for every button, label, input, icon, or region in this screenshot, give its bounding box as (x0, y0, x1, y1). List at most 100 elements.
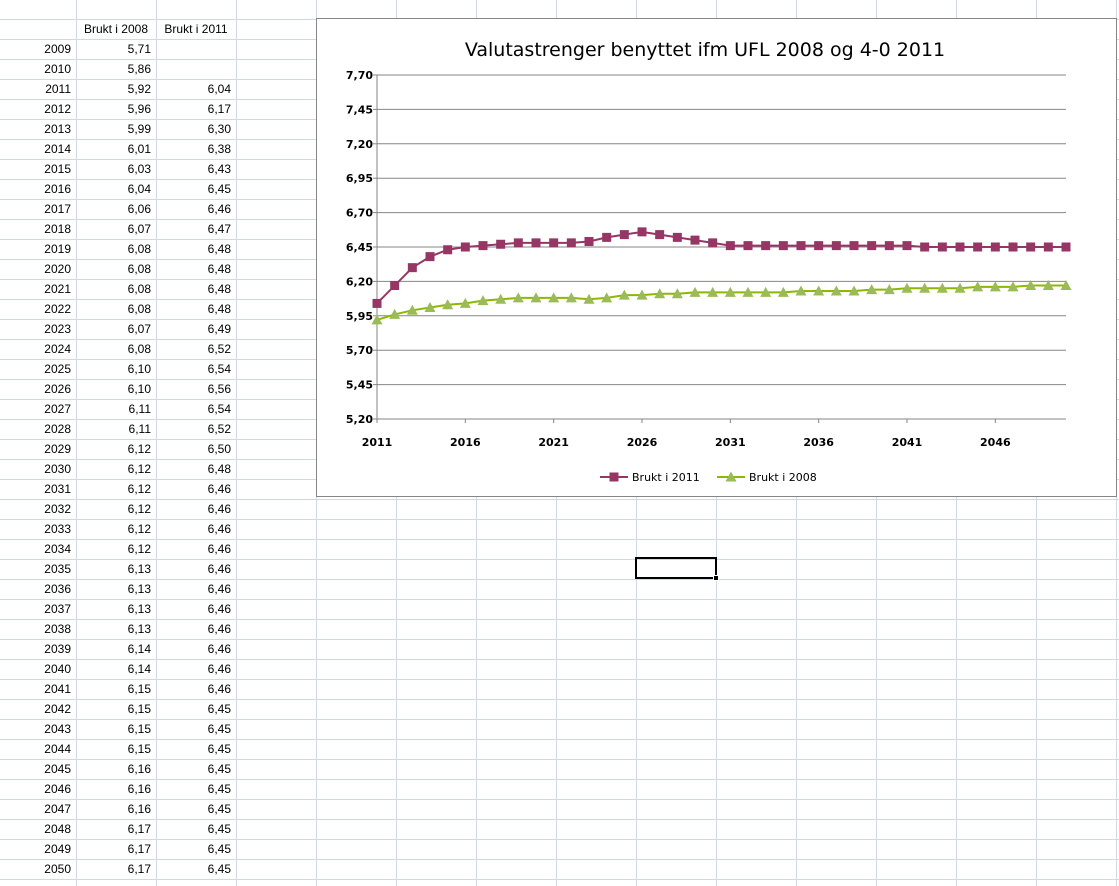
year-cell[interactable]: 2015 (44, 162, 71, 176)
year-cell[interactable]: 2030 (44, 462, 71, 476)
value-cell[interactable]: 6,13 (127, 562, 151, 576)
value-cell[interactable]: 6,38 (207, 142, 231, 156)
value-cell[interactable]: 6,03 (127, 162, 151, 176)
header-cell[interactable]: Brukt i 2011 (164, 22, 228, 36)
value-cell[interactable]: 6,43 (207, 162, 231, 176)
value-cell[interactable]: 6,12 (127, 462, 151, 476)
value-cell[interactable]: 6,45 (207, 802, 231, 816)
value-cell[interactable]: 6,46 (207, 482, 231, 496)
header-cell[interactable]: Brukt i 2008 (83, 22, 149, 36)
value-cell[interactable]: 6,45 (207, 702, 231, 716)
value-cell[interactable]: 6,50 (207, 442, 231, 456)
chart-object[interactable]: Valutastrenger benyttet ifm UFL 2008 og … (316, 18, 1117, 497)
year-cell[interactable]: 2049 (44, 842, 71, 856)
value-cell[interactable]: 6,14 (127, 642, 151, 656)
value-cell[interactable]: 6,56 (207, 382, 231, 396)
value-cell[interactable]: 6,12 (127, 502, 151, 516)
value-cell[interactable]: 6,46 (207, 662, 231, 676)
value-cell[interactable]: 6,54 (207, 362, 231, 376)
year-cell[interactable]: 2025 (44, 362, 71, 376)
year-cell[interactable]: 2047 (44, 802, 71, 816)
value-cell[interactable]: 6,14 (127, 662, 151, 676)
value-cell[interactable]: 5,96 (127, 102, 151, 116)
year-cell[interactable]: 2011 (45, 82, 71, 96)
value-cell[interactable]: 6,11 (128, 422, 151, 436)
legend-entry[interactable]: Brukt i 2008 (717, 471, 817, 484)
value-cell[interactable]: 6,45 (207, 862, 231, 876)
value-cell[interactable]: 6,06 (127, 202, 151, 216)
value-cell[interactable]: 6,17 (127, 842, 151, 856)
year-cell[interactable]: 2027 (44, 402, 71, 416)
value-cell[interactable]: 6,13 (127, 582, 151, 596)
value-cell[interactable]: 6,08 (127, 302, 151, 316)
value-cell[interactable]: 5,71 (127, 42, 151, 56)
value-cell[interactable]: 6,16 (127, 802, 151, 816)
year-cell[interactable]: 2042 (44, 702, 71, 716)
year-cell[interactable]: 2045 (44, 762, 71, 776)
value-cell[interactable]: 6,54 (207, 402, 231, 416)
value-cell[interactable]: 6,16 (127, 782, 151, 796)
value-cell[interactable]: 6,15 (127, 722, 151, 736)
year-cell[interactable]: 2017 (44, 202, 71, 216)
value-cell[interactable]: 6,45 (207, 762, 231, 776)
value-cell[interactable]: 6,46 (207, 522, 231, 536)
year-cell[interactable]: 2039 (44, 642, 71, 656)
value-cell[interactable]: 6,48 (207, 282, 231, 296)
year-cell[interactable]: 2036 (44, 582, 71, 596)
value-cell[interactable]: 6,12 (127, 522, 151, 536)
year-cell[interactable]: 2032 (44, 502, 71, 516)
value-cell[interactable]: 6,46 (207, 602, 231, 616)
year-cell[interactable]: 2041 (44, 682, 71, 696)
year-cell[interactable]: 2013 (44, 122, 71, 136)
year-cell[interactable]: 2010 (44, 62, 71, 76)
value-cell[interactable]: 6,08 (127, 342, 151, 356)
value-cell[interactable]: 6,30 (207, 122, 231, 136)
year-cell[interactable]: 2018 (44, 222, 71, 236)
value-cell[interactable]: 6,46 (207, 582, 231, 596)
year-cell[interactable]: 2019 (44, 242, 71, 256)
value-cell[interactable]: 6,46 (207, 682, 231, 696)
value-cell[interactable]: 6,01 (127, 142, 151, 156)
value-cell[interactable]: 6,48 (207, 242, 231, 256)
value-cell[interactable]: 6,46 (207, 502, 231, 516)
value-cell[interactable]: 6,17 (127, 822, 151, 836)
value-cell[interactable]: 6,46 (207, 562, 231, 576)
value-cell[interactable]: 6,48 (207, 262, 231, 276)
value-cell[interactable]: 6,45 (207, 182, 231, 196)
value-cell[interactable]: 6,12 (127, 542, 151, 556)
year-cell[interactable]: 2043 (44, 722, 71, 736)
fill-handle[interactable] (713, 575, 719, 581)
value-cell[interactable]: 5,86 (127, 62, 151, 76)
year-cell[interactable]: 2012 (44, 102, 71, 116)
year-cell[interactable]: 2044 (44, 742, 71, 756)
value-cell[interactable]: 6,10 (127, 382, 151, 396)
value-cell[interactable]: 6,45 (207, 782, 231, 796)
value-cell[interactable]: 6,08 (127, 262, 151, 276)
value-cell[interactable]: 6,13 (127, 622, 151, 636)
legend-entry[interactable]: Brukt i 2011 (600, 471, 700, 484)
year-cell[interactable]: 2048 (44, 822, 71, 836)
value-cell[interactable]: 6,07 (127, 322, 151, 336)
chart-legend[interactable]: Brukt i 2011 Brukt i 2008 (600, 471, 817, 484)
value-cell[interactable]: 6,11 (128, 402, 151, 416)
value-cell[interactable]: 6,17 (207, 102, 231, 116)
value-cell[interactable]: 6,10 (127, 362, 151, 376)
value-cell[interactable]: 5,99 (127, 122, 151, 136)
value-cell[interactable]: 6,12 (127, 482, 151, 496)
year-cell[interactable]: 2035 (44, 562, 71, 576)
year-cell[interactable]: 2020 (44, 262, 71, 276)
value-cell[interactable]: 5,92 (127, 82, 151, 96)
year-cell[interactable]: 2024 (44, 342, 71, 356)
year-cell[interactable]: 2038 (44, 622, 71, 636)
year-cell[interactable]: 2021 (44, 282, 71, 296)
value-cell[interactable]: 6,13 (127, 602, 151, 616)
value-cell[interactable]: 6,46 (207, 622, 231, 636)
value-cell[interactable]: 6,16 (127, 762, 151, 776)
year-cell[interactable]: 2022 (44, 302, 71, 316)
value-cell[interactable] (156, 39, 236, 59)
value-cell[interactable]: 6,07 (127, 222, 151, 236)
year-cell[interactable]: 2028 (44, 422, 71, 436)
value-cell[interactable]: 6,46 (207, 642, 231, 656)
value-cell[interactable]: 6,15 (127, 702, 151, 716)
year-cell[interactable]: 2050 (44, 862, 71, 876)
